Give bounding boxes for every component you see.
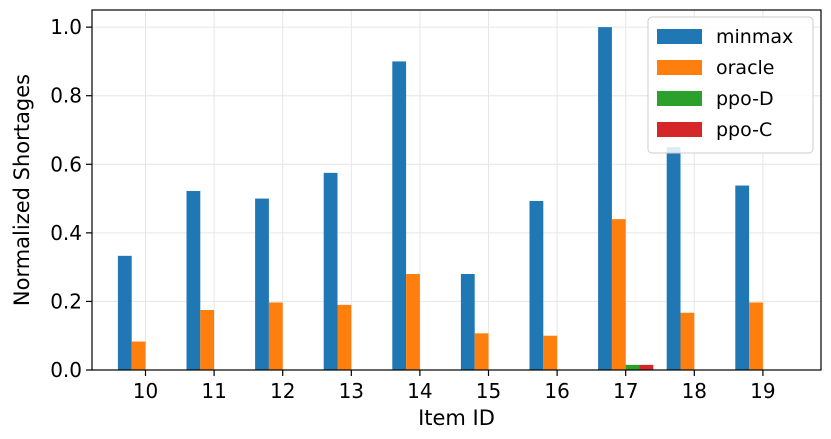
y-axis-title: Normalized Shortages: [10, 74, 34, 306]
legend-label-minmax: minmax: [716, 26, 793, 48]
legend-swatch-ppo-D: [657, 91, 702, 106]
y-tick-label: 0.8: [50, 84, 82, 108]
x-tick-label: 16: [544, 379, 569, 403]
x-tick-label: 19: [750, 379, 775, 403]
legend-swatch-ppo-C: [657, 122, 702, 137]
x-axis: 10 11 12 13 14 15 16 17 18 19: [133, 370, 776, 403]
bar-oracle-18: [680, 312, 695, 370]
bar-minmax-12: [255, 198, 269, 370]
bar-minmax-15: [460, 274, 475, 370]
bar-minmax-18: [666, 147, 681, 370]
bar-minmax-19: [735, 185, 750, 370]
y-tick-label: 0.4: [50, 221, 82, 245]
x-tick-label: 17: [613, 379, 638, 403]
bar-oracle-10: [131, 341, 146, 370]
bar-oracle-17: [611, 219, 626, 370]
bar-oracle-12: [268, 302, 283, 370]
x-tick-label: 10: [133, 379, 158, 403]
legend-label-oracle: oracle: [716, 57, 775, 79]
plot-frame: [91, 9, 822, 371]
x-tick-label: 14: [407, 379, 432, 403]
legend-swatch-oracle: [657, 60, 702, 75]
bar-ppo-D-17: [625, 364, 640, 370]
y-axis: 0.0 0.2 0.4 0.6 0.8 1.0: [50, 15, 92, 382]
bar-minmax-11: [186, 191, 201, 370]
legend: minmax oracle ppo-D ppo-C: [647, 16, 814, 154]
bar-minmax-17: [598, 27, 612, 371]
y-tick-label: 0.6: [50, 152, 82, 176]
legend-label-ppo-C: ppo-C: [716, 119, 772, 141]
bar-minmax-13: [323, 172, 338, 370]
x-axis-title: Item ID: [418, 406, 495, 430]
bar-minmax-16: [529, 200, 544, 370]
x-tick-label: 15: [476, 379, 501, 403]
x-tick-label: 11: [201, 379, 226, 403]
bar-minmax-14: [392, 61, 407, 371]
legend-label-ppo-D: ppo-D: [716, 88, 774, 110]
y-tick-label: 1.0: [50, 15, 82, 39]
x-tick-label: 18: [682, 379, 707, 403]
legend-box: [647, 16, 814, 154]
bar-oracle-19: [749, 302, 763, 370]
bar-oracle-11: [200, 310, 215, 370]
y-tick-label: 0.0: [50, 358, 82, 382]
bar-oracle-13: [337, 304, 352, 370]
x-tick-label: 13: [339, 379, 364, 403]
bar-oracle-15: [474, 333, 489, 370]
y-tick-label: 0.2: [50, 289, 82, 313]
x-tick-label: 12: [270, 379, 295, 403]
bar-oracle-16: [543, 335, 558, 370]
bar-ppo-C-17: [639, 364, 654, 370]
bars: [117, 27, 763, 371]
bar-minmax-10: [117, 255, 132, 370]
legend-swatch-minmax: [657, 29, 702, 44]
bar-oracle-14: [406, 274, 420, 370]
